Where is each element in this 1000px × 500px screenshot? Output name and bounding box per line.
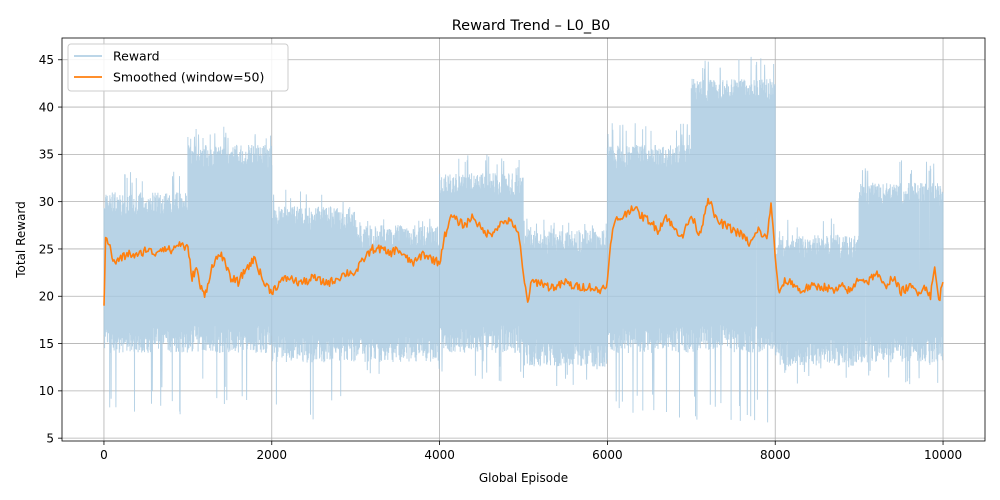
y-tick-label: 5 [46,431,54,445]
y-tick-label: 40 [39,100,54,114]
x-tick-label: 10000 [924,448,962,462]
legend-box [67,43,289,92]
x-tick-label: 8000 [760,448,791,462]
legend-smoothed-label: Smoothed (window=50) [113,70,264,85]
series-smoothed [103,197,944,306]
y-tick-label: 35 [39,148,54,162]
y-axis-label: Total Reward [14,201,28,279]
x-tick-label: 4000 [424,448,455,462]
axis-ticks: 0 2000 4000 6000 8000 10000 5 10 15 20 25 30 35 40 45 [39,53,962,462]
y-tick-label: 10 [39,384,54,398]
y-tick-label: 30 [39,195,54,209]
y-tick-label: 20 [39,290,54,304]
y-tick-label: 25 [39,242,54,256]
x-tick-label: 0 [100,448,108,462]
smoothed-line [103,197,944,306]
y-tick-label: 15 [39,337,54,351]
legend: Reward Smoothed (window=50) [67,43,289,92]
x-axis-label: Global Episode [479,471,568,485]
series-reward [103,56,944,423]
x-tick-label: 2000 [256,448,287,462]
plot-frame [61,37,986,442]
reward-raw-line [103,56,944,423]
chart-title: Reward Trend – L0_B0 [452,18,611,34]
legend-reward-label: Reward [113,49,160,64]
y-tick-label: 45 [39,53,54,67]
x-tick-label: 6000 [592,448,623,462]
